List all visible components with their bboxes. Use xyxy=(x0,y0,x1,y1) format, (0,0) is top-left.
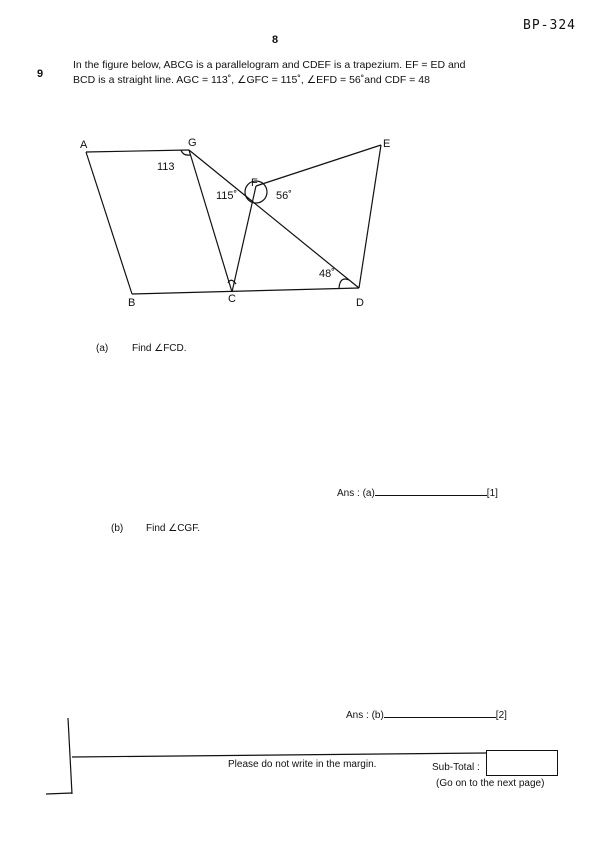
page-number: 8 xyxy=(272,34,279,46)
question-line-1: In the figure below, ABCG is a parallelo… xyxy=(73,59,466,71)
question-text: In the figure below, ABCG is a parallelo… xyxy=(73,58,543,88)
angle-arc-f xyxy=(244,180,268,204)
segment-ed xyxy=(358,144,382,289)
answer-b-line[interactable] xyxy=(383,707,496,718)
answer-a-marks: [1] xyxy=(486,488,498,499)
part-b-prompt: Find ∠CGF. xyxy=(146,523,200,534)
footer-rule xyxy=(71,752,487,758)
point-label-c: C xyxy=(228,293,236,305)
point-label-a: A xyxy=(80,139,88,151)
segment-bd xyxy=(131,287,360,295)
angle-label-cdf: 48˚ xyxy=(319,268,335,280)
point-label-b: B xyxy=(128,297,135,309)
angle-arc-d xyxy=(338,278,350,289)
answer-a-label: Ans : (a) xyxy=(337,488,375,499)
angle-arc-c xyxy=(227,279,237,285)
segment-cf xyxy=(231,185,257,293)
subtotal-box[interactable] xyxy=(486,750,558,776)
segment-gc xyxy=(188,149,233,293)
question-number: 9 xyxy=(37,68,44,80)
answer-b-row: Ans : (b) [2] xyxy=(346,707,507,721)
angle-arc-g xyxy=(180,149,191,156)
margin-warning: Please do not write in the margin. xyxy=(228,759,377,770)
answer-a-row: Ans : (a) [1] xyxy=(337,485,498,499)
angle-label-agc: 113 xyxy=(157,161,175,173)
angle-label-gfc: 115˚ xyxy=(216,190,237,202)
segment-ab xyxy=(85,151,133,295)
segment-ag xyxy=(85,149,190,153)
point-label-f: F xyxy=(251,177,258,189)
margin-bottom-tick xyxy=(45,792,73,795)
point-label-d: D xyxy=(356,297,364,309)
point-label-e: E xyxy=(383,138,390,150)
next-page-note: (Go on to the next page) xyxy=(436,778,545,789)
question-line-2: BCD is a straight line. AGC = 113˚, ∠GFC… xyxy=(73,74,430,86)
segment-gd xyxy=(188,149,360,289)
paper-code: BP-324 xyxy=(523,18,576,33)
subtotal-label: Sub-Total : xyxy=(432,762,480,773)
answer-b-marks: [2] xyxy=(495,710,507,721)
part-b-label: (b) xyxy=(111,523,124,534)
segment-fe xyxy=(255,144,382,187)
margin-vertical-line xyxy=(67,717,73,795)
point-label-g: G xyxy=(188,137,197,149)
answer-b-label: Ans : (b) xyxy=(346,710,384,721)
part-a-label: (a) xyxy=(96,343,109,354)
part-a-prompt: Find ∠FCD. xyxy=(132,343,187,354)
answer-a-line[interactable] xyxy=(374,485,487,496)
angle-label-efd: 56˚ xyxy=(276,190,292,202)
